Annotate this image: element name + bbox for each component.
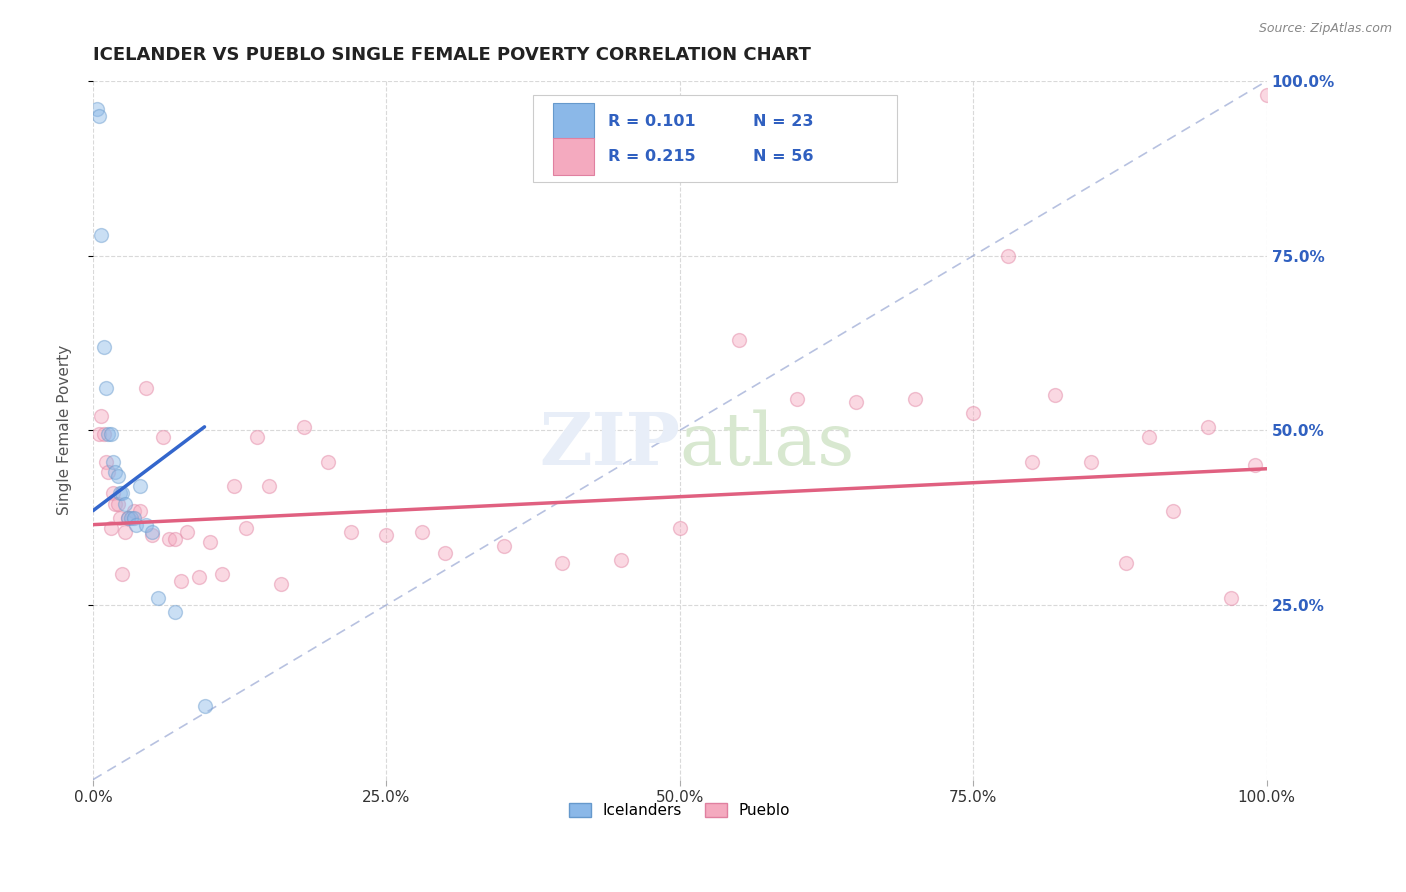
Point [845, 395, 868, 409]
Point [270, 577, 292, 591]
Y-axis label: Single Female Poverty: Single Female Poverty [58, 345, 72, 516]
Point [246, 430, 269, 444]
Point [610, 552, 633, 566]
Point [97, 465, 120, 479]
Point [90, 409, 112, 424]
Point [129, 479, 152, 493]
Point [316, 455, 339, 469]
Point [1115, 556, 1137, 570]
Point [1021, 455, 1043, 469]
FancyBboxPatch shape [553, 138, 595, 175]
Point [1161, 503, 1184, 517]
Point [235, 521, 257, 535]
Point [87, 109, 110, 123]
Point [492, 539, 515, 553]
Text: N = 23: N = 23 [752, 113, 813, 128]
Text: atlas: atlas [681, 409, 855, 480]
Point [101, 455, 124, 469]
Point [104, 465, 127, 479]
Point [90, 227, 112, 242]
Point [125, 517, 148, 532]
Point [165, 605, 187, 619]
Point [170, 574, 193, 588]
Point [122, 510, 145, 524]
FancyBboxPatch shape [533, 95, 897, 182]
Point [187, 570, 209, 584]
Point [107, 497, 129, 511]
Point [94, 455, 117, 469]
Point [340, 524, 363, 539]
Text: R = 0.215: R = 0.215 [609, 149, 696, 164]
Point [108, 486, 131, 500]
Point [997, 249, 1019, 263]
Point [97, 426, 120, 441]
Point [193, 699, 215, 714]
Point [129, 503, 152, 517]
Legend: Icelanders, Pueblo: Icelanders, Pueblo [564, 797, 796, 824]
Text: Source: ZipAtlas.com: Source: ZipAtlas.com [1258, 22, 1392, 36]
Text: R = 0.101: R = 0.101 [609, 113, 696, 128]
Point [411, 524, 433, 539]
FancyBboxPatch shape [553, 103, 595, 139]
Point [93, 339, 115, 353]
Point [117, 510, 139, 524]
Text: N = 56: N = 56 [752, 149, 813, 164]
Point [101, 486, 124, 500]
Point [1256, 88, 1278, 103]
Point [551, 556, 574, 570]
Point [117, 510, 139, 524]
Point [1197, 420, 1219, 434]
Point [87, 426, 110, 441]
Point [292, 420, 315, 434]
Point [100, 521, 122, 535]
Point [1220, 591, 1243, 605]
Point [107, 468, 129, 483]
Point [86, 102, 108, 116]
Point [727, 333, 749, 347]
Point [141, 524, 163, 539]
Point [111, 486, 134, 500]
Point [211, 566, 233, 581]
Point [222, 479, 245, 493]
Point [141, 528, 163, 542]
Point [114, 497, 136, 511]
Point [135, 381, 157, 395]
Point [176, 524, 198, 539]
Point [108, 510, 131, 524]
Point [1080, 455, 1102, 469]
Point [157, 532, 180, 546]
Point [1244, 458, 1267, 473]
Point [111, 566, 134, 581]
Point [903, 392, 925, 406]
Point [1137, 430, 1160, 444]
Point [1045, 388, 1067, 402]
Point [104, 497, 127, 511]
Point [434, 545, 457, 559]
Point [146, 591, 169, 605]
Point [122, 503, 145, 517]
Point [786, 392, 808, 406]
Text: ZIP: ZIP [538, 409, 681, 480]
Point [669, 521, 692, 535]
Point [100, 426, 122, 441]
Point [375, 528, 398, 542]
Point [962, 406, 984, 420]
Point [200, 535, 222, 549]
Point [120, 510, 142, 524]
Text: ICELANDER VS PUEBLO SINGLE FEMALE POVERTY CORRELATION CHART: ICELANDER VS PUEBLO SINGLE FEMALE POVERT… [93, 46, 811, 64]
Point [257, 479, 280, 493]
Point [94, 381, 117, 395]
Point [93, 426, 115, 441]
Point [135, 517, 157, 532]
Point [114, 524, 136, 539]
Point [152, 430, 174, 444]
Point [165, 532, 187, 546]
